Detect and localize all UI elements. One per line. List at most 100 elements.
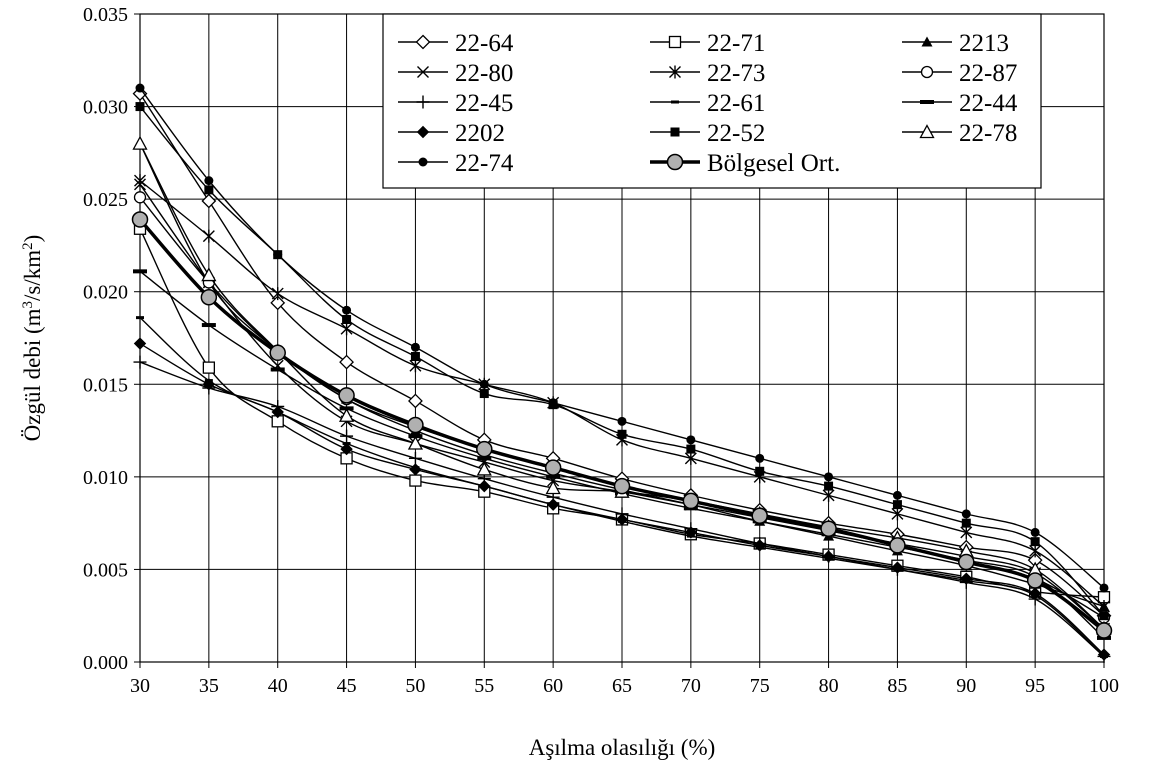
data-point	[1028, 587, 1042, 600]
legend-marker	[671, 100, 679, 104]
y-tick-label: 0.010	[83, 467, 128, 489]
legend-label: 22-87	[959, 60, 1017, 87]
legend-marker	[415, 34, 431, 50]
legend-marker	[670, 127, 680, 137]
data-point	[889, 537, 906, 554]
data-point	[201, 267, 217, 282]
y-axis-title-prefix: Özgül debi (m	[20, 308, 45, 441]
data-point	[682, 492, 700, 510]
x-tick-label: 65	[612, 675, 632, 697]
legend-item: 22-64	[398, 30, 514, 57]
x-tick-label: 35	[199, 675, 219, 697]
x-tick-label: 85	[887, 675, 907, 697]
data-point	[1030, 537, 1040, 547]
legend-marker	[919, 124, 935, 139]
data-point	[615, 513, 629, 526]
data-point	[135, 102, 145, 112]
data-point	[1026, 572, 1044, 589]
x-tick-label: 45	[337, 675, 357, 697]
legend-marker	[416, 95, 430, 109]
x-tick-label: 95	[1025, 675, 1045, 697]
data-point	[820, 520, 837, 537]
data-point	[476, 461, 492, 476]
data-point	[961, 518, 971, 528]
data-point	[133, 337, 147, 350]
x-tick-label: 60	[543, 675, 563, 697]
x-tick-label: 30	[130, 675, 150, 697]
data-point	[479, 379, 489, 389]
data-point	[408, 451, 422, 465]
data-point	[545, 480, 561, 495]
legend-marker	[920, 65, 934, 79]
data-point	[342, 314, 352, 324]
legend-item: 2213	[902, 30, 1009, 57]
data-point	[409, 474, 422, 487]
legend: 22-64 22-71 2213 22-80 22-73 22-87 22-45 22-61 2…	[382, 13, 1042, 189]
data-point	[960, 525, 973, 539]
legend-item: 2202	[398, 120, 505, 147]
data-point	[686, 435, 696, 445]
x-tick-label: 70	[681, 675, 701, 697]
data-point	[269, 344, 286, 362]
series-layer	[131, 83, 1113, 663]
data-point	[478, 479, 491, 493]
legend-marker	[416, 125, 430, 139]
data-point	[617, 416, 627, 426]
x-tick-label: 75	[750, 675, 770, 697]
data-point	[132, 135, 148, 150]
x-axis-title: Aşılma olasılığı (%)	[529, 735, 716, 760]
data-point	[755, 453, 765, 463]
y-tick-label: 0.020	[83, 282, 128, 304]
data-point	[201, 193, 217, 209]
data-point	[200, 289, 218, 306]
legend-marker	[418, 157, 428, 167]
legend-marker	[921, 36, 933, 47]
legend-item: 22-87	[902, 60, 1017, 87]
series-Bölgesel Ort.	[131, 211, 1113, 639]
series-2202	[133, 337, 1111, 661]
data-point	[824, 472, 834, 482]
y-axis-title-sup1: 3	[20, 301, 36, 309]
data-point	[960, 572, 973, 585]
legend-item: 22-45	[398, 90, 513, 117]
data-point	[479, 389, 489, 399]
data-point	[613, 477, 631, 495]
y-axis-title-sup2: 2	[20, 242, 36, 250]
data-point	[340, 442, 353, 456]
data-point	[824, 481, 834, 491]
data-point	[407, 416, 424, 434]
data-point	[273, 250, 283, 260]
legend-label: 22-52	[707, 120, 765, 147]
data-point	[201, 323, 216, 328]
data-point	[204, 185, 214, 195]
legend-label: 22-45	[455, 90, 513, 117]
data-point	[136, 316, 144, 320]
data-point	[409, 463, 422, 476]
y-axis-title: Özgül debi (m3/s/km2)	[20, 235, 45, 442]
data-point	[202, 361, 216, 374]
data-point	[684, 451, 697, 465]
legend-item: 22-52	[650, 120, 765, 147]
data-point	[753, 539, 766, 552]
legend-item: 22-61	[650, 90, 765, 117]
legend-label: 2202	[455, 120, 505, 147]
legend-label: 22-61	[707, 90, 765, 117]
legend-marker	[417, 66, 429, 78]
y-tick-label: 0.025	[83, 189, 128, 211]
data-point	[270, 367, 285, 372]
legend-label: 2213	[959, 30, 1009, 57]
legend-label: 22-44	[959, 90, 1018, 117]
data-point	[958, 553, 975, 571]
x-tick-label: 40	[268, 675, 288, 697]
x-tick-label: 80	[819, 675, 839, 697]
tick-labels: 30 35 40 45 50 55 60 65 70 75 80 85 90 95 100 0.000 0.00…	[83, 4, 1119, 697]
legend-label: Bölgesel Ort.	[707, 150, 840, 177]
data-point	[204, 176, 214, 186]
data-point	[546, 498, 560, 511]
data-point	[133, 355, 147, 369]
data-point	[1029, 544, 1042, 558]
data-point	[409, 359, 422, 373]
legend-label: 22-64	[455, 30, 514, 57]
series-22-73	[134, 174, 1110, 613]
